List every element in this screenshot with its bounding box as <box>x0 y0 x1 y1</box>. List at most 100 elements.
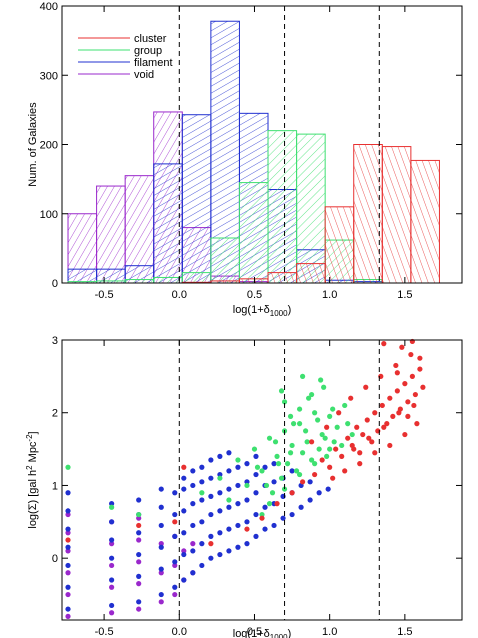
scatter-point-cluster <box>372 410 378 416</box>
scatter-point-group <box>235 457 241 463</box>
scatter-point-filament <box>109 501 115 507</box>
histogram-bar-void <box>124 175 155 284</box>
scatter-point-group <box>300 450 306 456</box>
scatter-point-group <box>296 406 303 412</box>
scatter-point-filament <box>181 577 187 583</box>
scatter-point-group <box>306 395 312 401</box>
histogram-bar-group <box>267 130 298 284</box>
scatter-y-axis-title-sup2: -2 <box>25 434 34 442</box>
histogram-bar-filament <box>181 114 212 284</box>
y-tick-label: 1 <box>52 480 58 492</box>
scatter-point-cluster <box>384 421 390 427</box>
scatter-points <box>65 338 426 619</box>
scatter-point-group <box>290 421 297 427</box>
scatter-point-filament <box>190 570 196 576</box>
scatter-point-filament <box>65 508 71 514</box>
scatter-x-axis-title-base: log(1+δ <box>233 628 270 638</box>
scatter-point-filament <box>244 461 250 467</box>
scatter-point-filament <box>158 591 164 598</box>
scatter-point-cluster <box>319 457 325 463</box>
scatter-point-cluster <box>420 384 426 390</box>
histogram-bar-filament <box>153 163 183 284</box>
scatter-y-axis-title-mid: Mpc <box>27 441 39 465</box>
scatter-point-cluster <box>339 453 345 459</box>
scatter-point-group <box>217 475 223 481</box>
scatter-point-cluster <box>136 522 142 529</box>
scatter-point-filament <box>199 464 205 470</box>
scatter-point-group <box>318 377 324 383</box>
scatter-point-filament <box>244 479 250 485</box>
scatter-point-group <box>330 406 336 412</box>
scatter-point-cluster <box>330 475 336 481</box>
scatter-point-group <box>315 417 321 423</box>
scatter-point-filament <box>181 475 187 481</box>
scatter-point-group <box>322 435 328 441</box>
scatter-point-filament <box>208 511 214 518</box>
scatter-point-group <box>284 461 291 467</box>
scatter-point-filament <box>190 501 196 507</box>
scatter-point-cluster <box>417 355 423 361</box>
scatter-point-filament <box>316 490 322 496</box>
scatter-point-filament <box>289 511 295 518</box>
legend-label-cluster: cluster <box>134 33 167 45</box>
scatter-point-group <box>289 442 295 449</box>
scatter-point-filament <box>307 497 313 503</box>
scatter-point-filament <box>65 606 71 612</box>
x-tick-label: 0.5 <box>247 289 262 301</box>
x-tick-label: 0.5 <box>247 626 262 638</box>
scatter-point-filament <box>181 508 187 514</box>
scatter-point-filament <box>253 533 259 539</box>
histogram-bar-cluster <box>238 278 269 284</box>
scatter-point-void <box>136 537 142 543</box>
scatter-point-filament <box>244 519 250 525</box>
scatter-point-group <box>349 431 355 438</box>
histogram-bar-group <box>124 279 155 284</box>
scatter-point-void <box>65 548 71 554</box>
scatter-point-void <box>181 548 187 554</box>
histogram-x-ticks: -0.5 0.0 0.5 1.0 1.5 <box>95 6 413 301</box>
scatter-point-cluster <box>363 384 369 390</box>
scatter-point-group <box>327 413 333 419</box>
scatter-point-filament <box>65 526 71 532</box>
scatter-point-filament <box>136 551 142 558</box>
x-tick-label: -0.5 <box>95 289 114 301</box>
scatter-point-filament <box>190 522 196 529</box>
scatter-point-filament <box>235 464 241 470</box>
scatter-point-cluster <box>369 439 375 445</box>
scatter-point-void <box>109 541 115 547</box>
scatter-point-group <box>303 428 309 434</box>
histogram-y-axis-title: Num. of Galaxies <box>27 102 39 187</box>
scatter-frame <box>61 339 463 621</box>
scatter-point-void <box>109 610 115 616</box>
scatter-point-cluster <box>402 381 408 387</box>
scatter-point-group <box>319 431 325 438</box>
scatter-point-group <box>321 384 327 390</box>
scatter-point-cluster <box>393 362 399 369</box>
scatter-point-cluster <box>405 399 411 405</box>
scatter-point-filament <box>199 562 205 569</box>
scatter-point-group <box>300 373 306 379</box>
x-tick-label: 0.0 <box>172 289 187 301</box>
scatter-point-group <box>109 504 115 510</box>
scatter-point-filament <box>307 479 313 485</box>
scatter-point-group <box>254 464 261 470</box>
histogram-bar-cluster <box>267 272 298 284</box>
scatter-point-filament <box>244 497 250 503</box>
scatter-point-void <box>136 606 142 612</box>
x-tick-label: 1.0 <box>322 626 337 638</box>
scatter-point-filament <box>172 490 178 496</box>
scatter-y-axis-title-close: ] <box>27 431 39 434</box>
scatter-point-group <box>287 413 294 419</box>
scatter-point-cluster <box>333 446 339 452</box>
scatter-point-group <box>312 461 318 467</box>
scatter-point-filament <box>226 486 232 492</box>
scatter-point-cluster <box>348 395 354 401</box>
scatter-point-void <box>158 570 164 576</box>
scatter-point-filament <box>208 457 214 463</box>
scatter-point-group <box>266 435 273 441</box>
scatter-point-cluster <box>366 435 372 441</box>
scatter-point-group <box>65 464 71 470</box>
scatter-point-filament <box>172 511 178 518</box>
scatter-point-filament <box>298 504 304 510</box>
histogram-x-axis-title-subscript: 1000 <box>270 309 288 318</box>
